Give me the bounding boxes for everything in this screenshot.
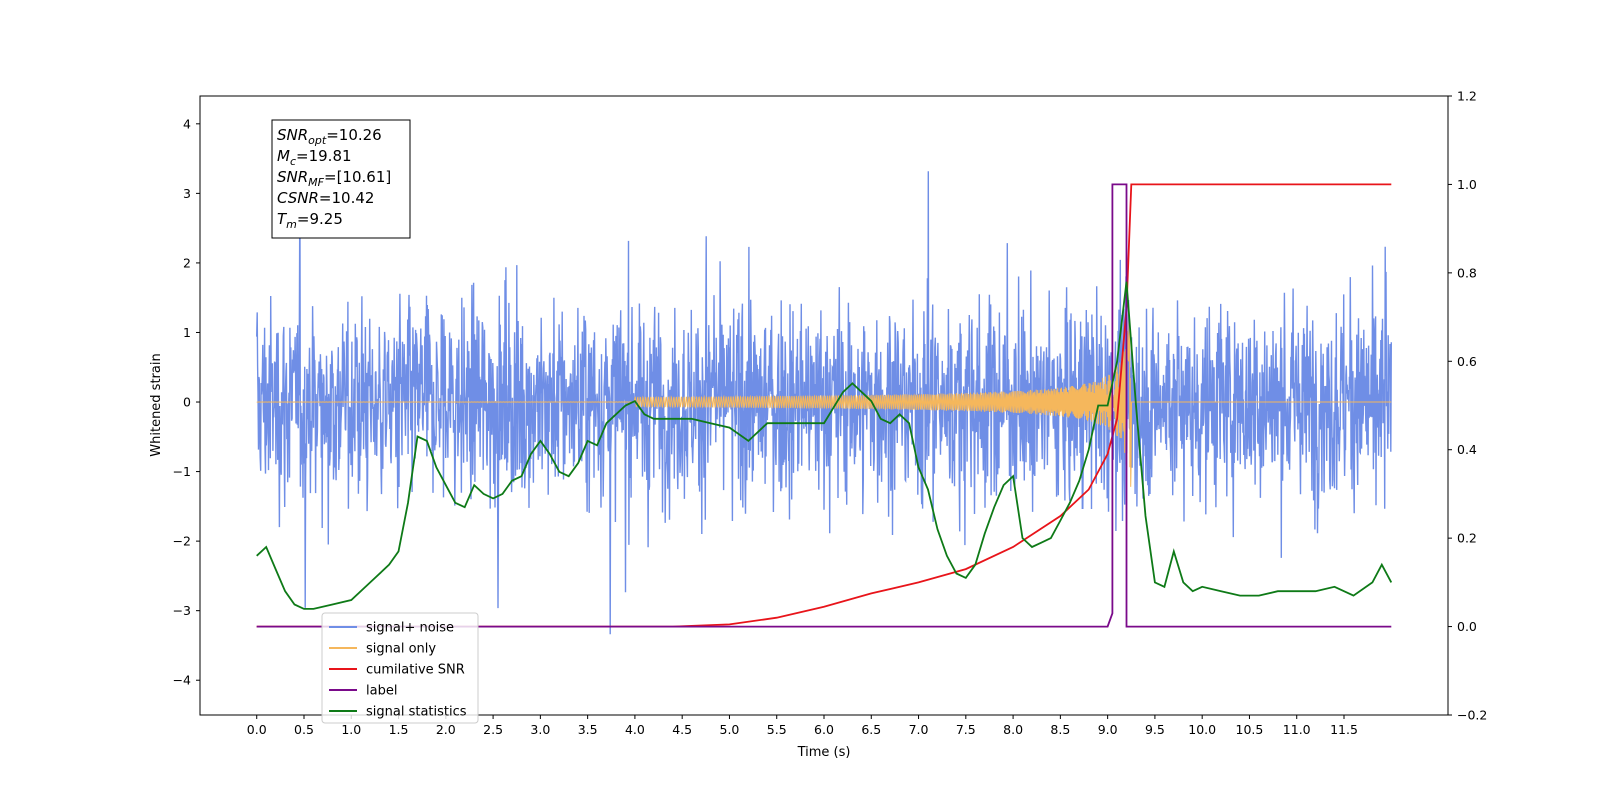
annotation-line: Tm=9.25 [277,210,343,231]
y-tick-label: 4 [183,116,191,131]
y-tick-label: 0 [183,395,191,410]
legend-label: cumilative SNR [366,663,465,678]
x-tick-label: 9.0 [1098,722,1118,737]
x-tick-label: 9.5 [1145,722,1165,737]
legend-label: signal+ noise [366,621,454,636]
y-tick-label: 1 [183,325,191,340]
y2-tick-label: 0.4 [1457,442,1477,457]
y-tick-label: −2 [173,534,191,549]
legend: signal+ noise signal only cumilative SNR la… [321,612,479,724]
series-signal-only [256,317,1392,487]
x-tick-label: 5.0 [720,722,740,737]
x-tick-label: 0.5 [294,722,314,737]
annotation-frame [271,119,411,239]
x-tick-label: 3.0 [530,722,550,737]
annotation-line: SNRopt=10.26 [277,126,382,147]
legend-frame [321,612,479,724]
y2-tick-label: 1.2 [1457,89,1477,104]
x-tick-label: 0.0 [247,722,267,737]
y-tick-label: −1 [173,464,191,479]
annotation-line: Mc=19.81 [277,147,352,168]
x-tick-label: 3.5 [578,722,598,737]
legend-label: signal only [366,642,436,657]
x-axis-label: Time (s) [797,745,851,760]
axis-layer: 0.0 0.5 1.0 1.5 2.0 2.5 3.0 3.5 4.0 4.5 5.0 5.5 6.0 6… [173,89,1488,738]
legend-label: signal statistics [366,705,467,720]
x-tick-label: 7.5 [956,722,976,737]
y2-tick-label: 0.0 [1457,619,1477,634]
y2-tick-label: 0.8 [1457,265,1477,280]
legend-label: label [366,684,397,699]
annotation-box: SNRopt=10.26Mc=19.81SNRMF=[10.61]CSNR=10… [271,119,411,239]
x-tick-label: 10.5 [1236,722,1264,737]
x-tick-label: 6.0 [814,722,834,737]
x-tick-label: 10.0 [1188,722,1216,737]
x-tick-label: 1.5 [389,722,409,737]
y-tick-label: −3 [173,603,191,618]
x-tick-label: 11.5 [1330,722,1358,737]
x-tick-label: 11.0 [1283,722,1311,737]
x-tick-label: 8.5 [1050,722,1070,737]
x-tick-label: 2.5 [483,722,503,737]
y-axis-label: Whitened strain [149,353,164,456]
y2-tick-label: −0.2 [1457,708,1487,723]
x-tick-label: 2.0 [436,722,456,737]
series-label [256,183,1392,628]
x-tick-label: 4.0 [625,722,645,737]
y2-tick-label: 1.0 [1457,177,1477,192]
x-tick-label: 4.5 [672,722,692,737]
x-tick-label: 6.5 [861,722,881,737]
y-tick-label: 2 [183,255,191,270]
x-tick-label: 5.5 [767,722,787,737]
series-cumulative-snr [256,183,1392,628]
annotation-line: SNRMF=[10.61] [277,168,391,189]
series-signal-statistics [256,281,1393,610]
y2-tick-label: 0.6 [1457,354,1477,369]
x-tick-label: 1.0 [341,722,361,737]
x-tick-label: 7.0 [909,722,929,737]
series-layer [256,171,1393,635]
series-signal-noise [256,171,1392,635]
y2-tick-label: 0.2 [1457,531,1477,546]
annotation-line: CSNR=10.42 [277,189,374,207]
y-tick-label: 3 [183,186,191,201]
y-tick-label: −4 [173,673,191,688]
x-tick-label: 8.0 [1003,722,1023,737]
